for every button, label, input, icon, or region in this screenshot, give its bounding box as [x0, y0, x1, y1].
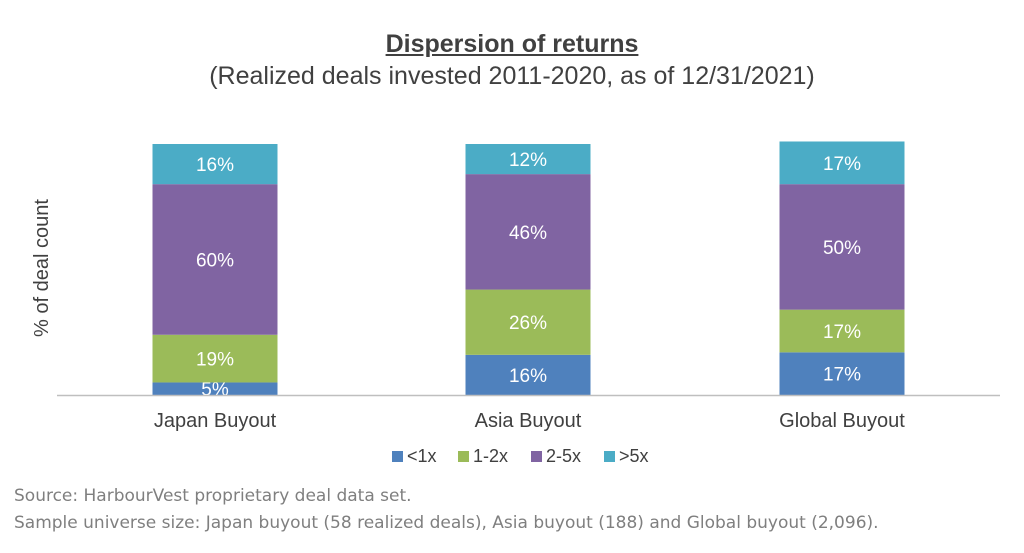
sample-size-note: Sample universe size: Japan buyout (58 r… — [14, 513, 879, 533]
chart-title: Dispersion of returns — [385, 30, 639, 58]
x-tick-label: Japan Buyout — [154, 410, 277, 432]
bar-segment — [465, 354, 591, 395]
bar-segment — [152, 382, 278, 395]
x-tick-label: Global Buyout — [779, 410, 905, 432]
legend-swatch — [531, 451, 542, 462]
x-tick-label: Asia Buyout — [475, 410, 582, 432]
bar-segment — [779, 184, 905, 310]
data-label: 12% — [509, 150, 547, 171]
legend-swatch — [392, 451, 403, 462]
legend-label: 1-2x — [473, 446, 508, 466]
data-label: 46% — [509, 223, 547, 244]
legend-label: <1x — [407, 446, 437, 466]
bar-segment — [465, 289, 591, 355]
legend-label: 2-5x — [546, 446, 581, 466]
bar-segment — [779, 141, 905, 185]
data-label: 17% — [823, 365, 861, 386]
data-label: 17% — [823, 322, 861, 343]
chart-subtitle: (Realized deals invested 2011-2020, as o… — [209, 62, 815, 90]
bar-segment — [465, 174, 591, 290]
bar-segment — [465, 144, 591, 175]
bar-segment — [152, 184, 278, 335]
bar-segment — [152, 334, 278, 383]
data-label: 16% — [509, 366, 547, 387]
data-label: 17% — [823, 154, 861, 175]
data-label: 19% — [196, 350, 234, 371]
legend-swatch — [604, 451, 615, 462]
source-note: Source: HarbourVest proprietary deal dat… — [14, 486, 412, 506]
y-axis-label: % of deal count — [31, 199, 53, 337]
data-label: 16% — [196, 155, 234, 176]
legend-swatch — [458, 451, 469, 462]
data-label: 60% — [196, 250, 234, 271]
bar-segment — [779, 309, 905, 353]
data-label: 50% — [823, 238, 861, 259]
legend-label: >5x — [619, 446, 649, 466]
bar-segment — [152, 144, 278, 185]
data-label: 26% — [509, 313, 547, 334]
data-label: 5% — [201, 380, 229, 401]
bar-segment — [779, 352, 905, 395]
